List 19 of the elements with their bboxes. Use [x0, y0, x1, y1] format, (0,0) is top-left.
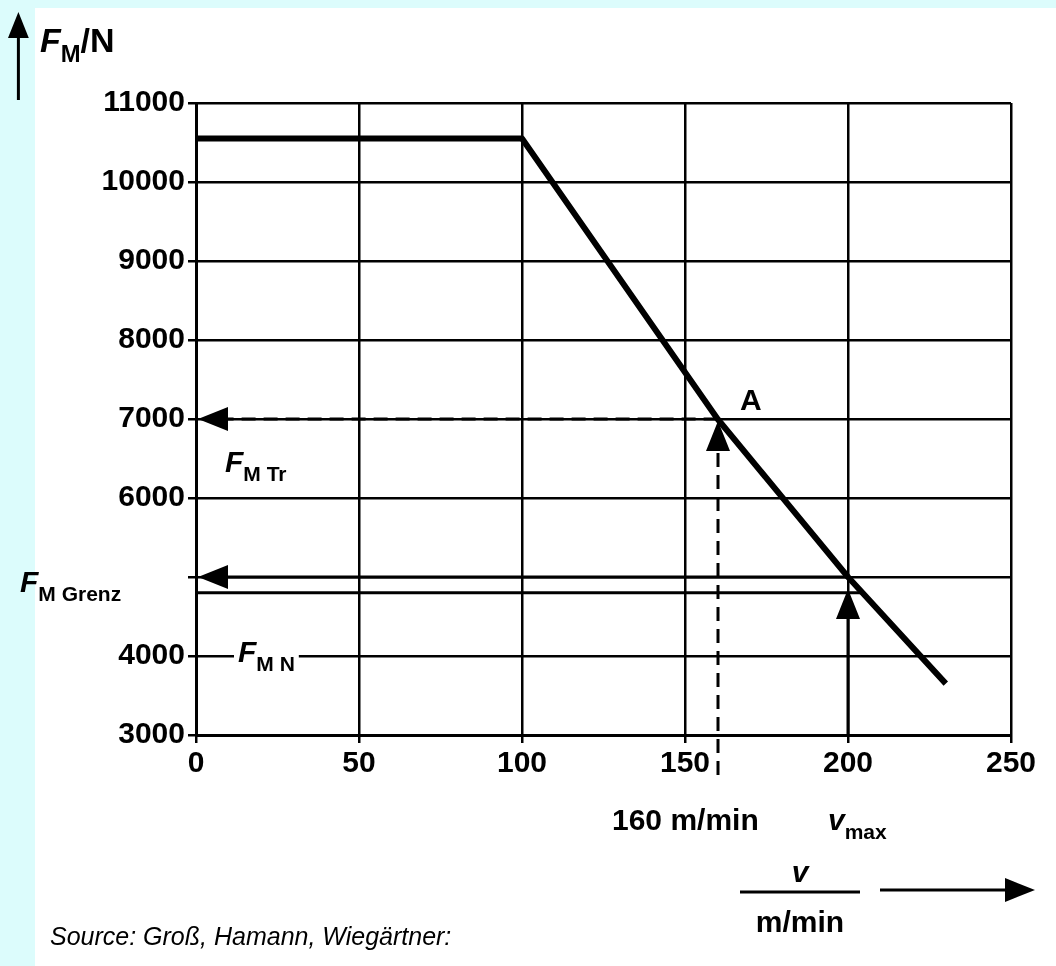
y-tick-label: 8000	[118, 321, 185, 355]
y-tick-label: 7000	[118, 400, 185, 434]
x-tick-label: 250	[985, 745, 1037, 779]
x-tick-label: 100	[496, 745, 548, 779]
y-tick-label: 10000	[101, 163, 185, 197]
y-tick-label: 4000	[118, 637, 185, 671]
x-axis-title: v	[791, 855, 811, 888]
y-tick-label: 9000	[118, 242, 185, 276]
y-tick-label: 6000	[118, 479, 185, 513]
text: m/min	[755, 905, 845, 938]
text: 160 m/min	[612, 803, 759, 836]
x-tick-label: 0	[187, 745, 205, 779]
x-tick-label: 200	[822, 745, 874, 779]
annotation: A	[740, 383, 762, 416]
x-tick-label: 50	[342, 745, 376, 779]
y-tick-label: 3000	[118, 716, 185, 750]
x-tick-label: 150	[659, 745, 711, 779]
y-tick-label: 11000	[103, 84, 185, 118]
source-note: Source: Groß, Hamann, Wiegärtner:	[50, 922, 452, 950]
